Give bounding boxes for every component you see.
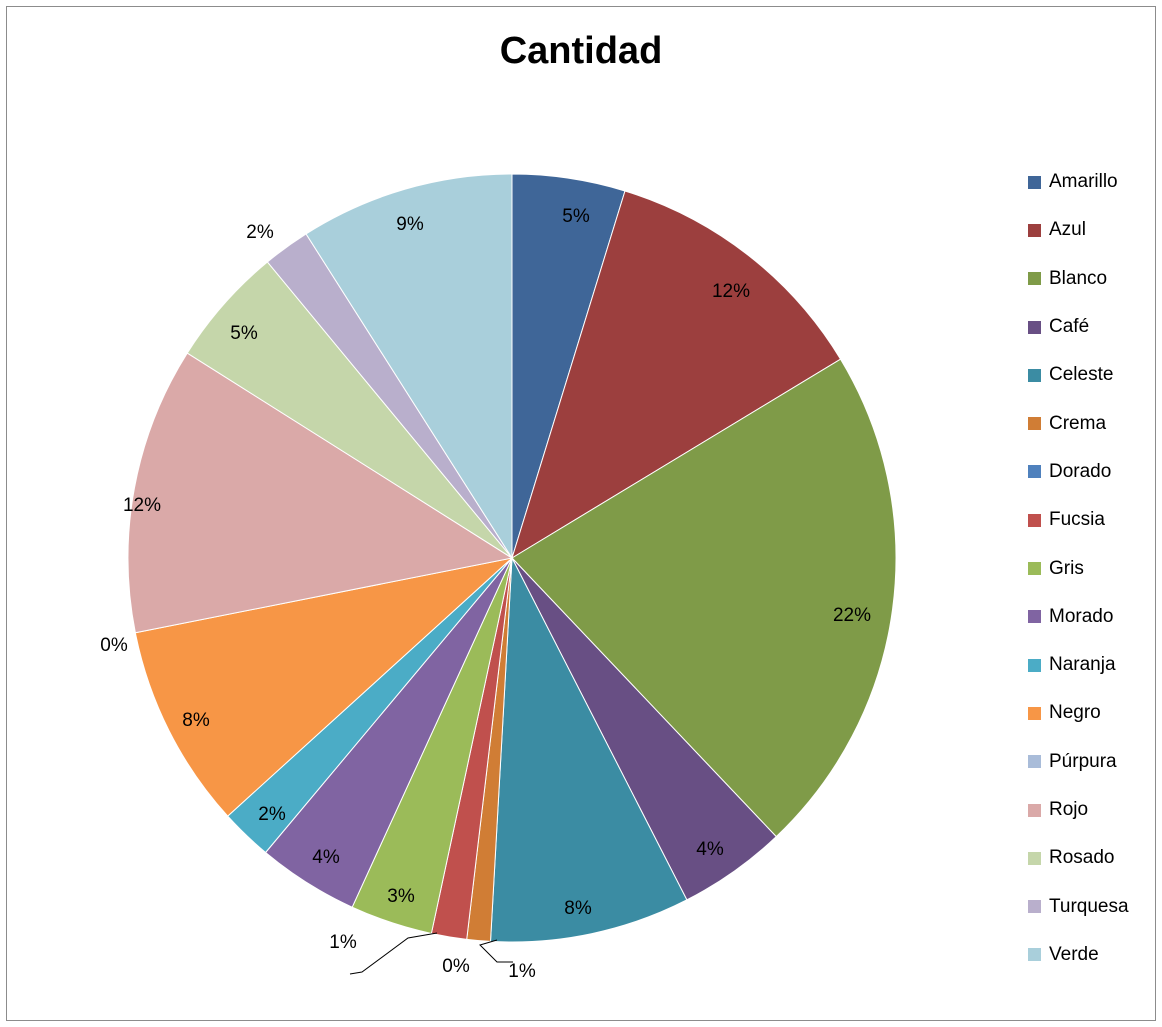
- legend-item-morado: Morado: [1028, 593, 1158, 641]
- legend-item-verde: Verde: [1028, 931, 1158, 979]
- legend-swatch: [1028, 321, 1041, 334]
- legend-item-naranja: Naranja: [1028, 641, 1158, 689]
- legend-label: Rosado: [1049, 847, 1115, 869]
- legend-swatch: [1028, 610, 1041, 623]
- data-label-crema: 1%: [508, 961, 536, 982]
- data-label-azul: 12%: [712, 281, 750, 302]
- leader-line-fucsia: [350, 933, 437, 974]
- legend-swatch: [1028, 804, 1041, 817]
- legend-label: Amarillo: [1049, 171, 1118, 193]
- legend-label: Crema: [1049, 413, 1106, 435]
- legend: Amarillo Azul Blanco Café Celeste Crema Dorado…: [1028, 158, 1158, 979]
- legend-swatch: [1028, 659, 1041, 672]
- legend-label: Dorado: [1049, 461, 1111, 483]
- legend-swatch: [1028, 852, 1041, 865]
- data-label-rojo: 12%: [123, 495, 161, 516]
- data-label-café: 4%: [696, 839, 724, 860]
- legend-swatch: [1028, 755, 1041, 768]
- legend-label: Turquesa: [1049, 896, 1129, 918]
- data-label-blanco: 22%: [833, 605, 871, 626]
- legend-swatch: [1028, 369, 1041, 382]
- legend-item-azul: Azul: [1028, 206, 1158, 254]
- legend-item-café: Café: [1028, 303, 1158, 351]
- legend-label: Púrpura: [1049, 751, 1117, 773]
- data-label-rosado: 5%: [230, 323, 258, 344]
- legend-item-turquesa: Turquesa: [1028, 882, 1158, 930]
- legend-swatch: [1028, 514, 1041, 527]
- legend-item-amarillo: Amarillo: [1028, 158, 1158, 206]
- legend-swatch: [1028, 465, 1041, 478]
- legend-label: Verde: [1049, 944, 1099, 966]
- data-label-turquesa: 2%: [246, 222, 274, 243]
- legend-swatch: [1028, 224, 1041, 237]
- data-label-amarillo: 5%: [562, 206, 590, 227]
- legend-swatch: [1028, 707, 1041, 720]
- data-label-celeste: 8%: [564, 898, 592, 919]
- legend-item-celeste: Celeste: [1028, 351, 1158, 399]
- legend-label: Azul: [1049, 219, 1086, 241]
- data-label-verde: 9%: [396, 214, 424, 235]
- legend-item-blanco: Blanco: [1028, 255, 1158, 303]
- legend-label: Rojo: [1049, 799, 1088, 821]
- data-label-fucsia: 1%: [329, 932, 357, 953]
- legend-label: Negro: [1049, 702, 1101, 724]
- data-label-gris: 3%: [387, 886, 415, 907]
- legend-item-rojo: Rojo: [1028, 786, 1158, 834]
- legend-swatch: [1028, 562, 1041, 575]
- legend-swatch: [1028, 176, 1041, 189]
- legend-item-gris: Gris: [1028, 544, 1158, 592]
- legend-item-rosado: Rosado: [1028, 834, 1158, 882]
- data-label-morado: 4%: [312, 847, 340, 868]
- data-label-negro: 8%: [182, 710, 210, 731]
- data-label-naranja: 2%: [258, 804, 286, 825]
- legend-label: Gris: [1049, 558, 1084, 580]
- legend-swatch: [1028, 948, 1041, 961]
- legend-item-dorado: Dorado: [1028, 448, 1158, 496]
- legend-label: Morado: [1049, 606, 1113, 628]
- legend-item-púrpura: Púrpura: [1028, 738, 1158, 786]
- legend-swatch: [1028, 900, 1041, 913]
- legend-label: Fucsia: [1049, 509, 1105, 531]
- leader-line-crema: [480, 940, 513, 962]
- legend-swatch: [1028, 272, 1041, 285]
- legend-label: Celeste: [1049, 364, 1113, 386]
- legend-swatch: [1028, 417, 1041, 430]
- legend-item-negro: Negro: [1028, 689, 1158, 737]
- data-label-púrpura: 0%: [100, 635, 128, 656]
- legend-label: Café: [1049, 316, 1089, 338]
- legend-item-crema: Crema: [1028, 399, 1158, 447]
- data-label-dorado: 0%: [442, 956, 470, 977]
- legend-label: Blanco: [1049, 268, 1107, 290]
- legend-label: Naranja: [1049, 654, 1116, 676]
- legend-item-fucsia: Fucsia: [1028, 496, 1158, 544]
